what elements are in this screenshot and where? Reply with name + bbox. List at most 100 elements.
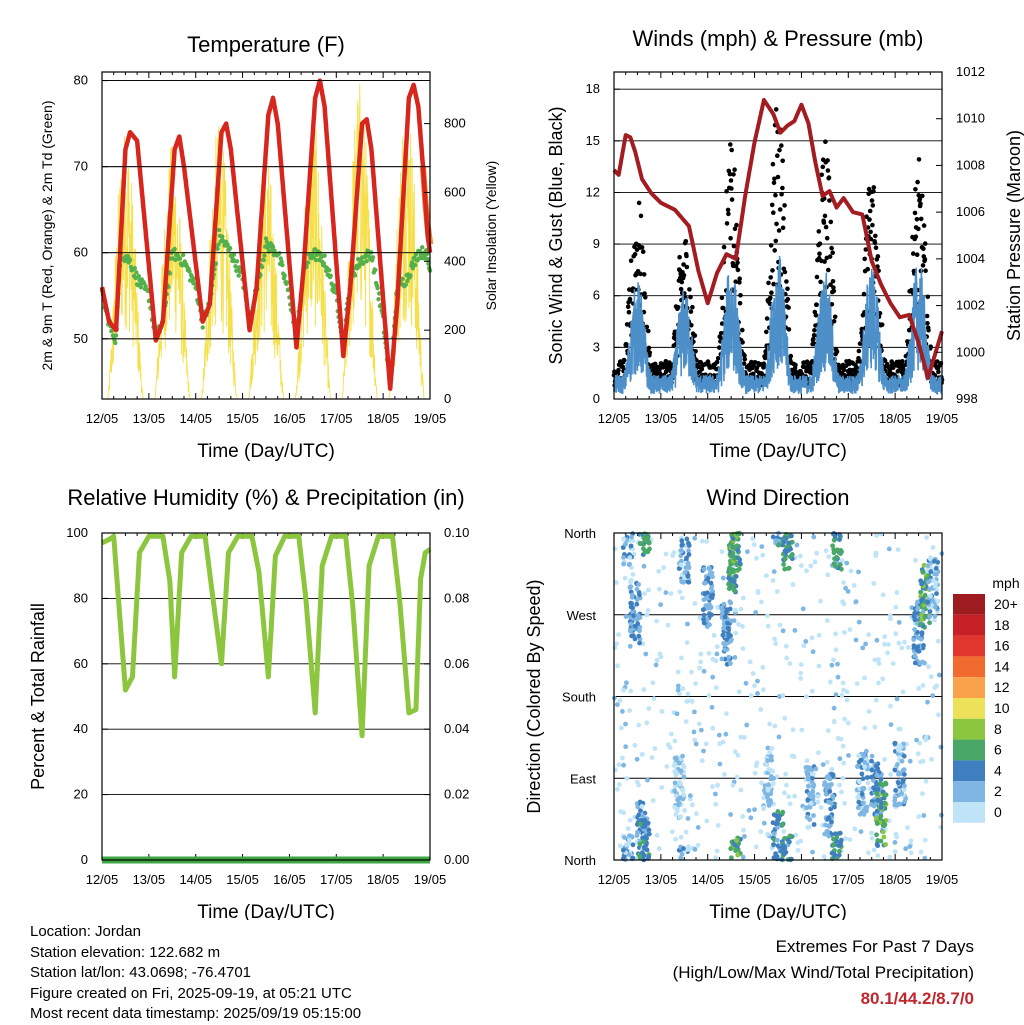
humidity-xtick-label: 14/05 — [179, 872, 212, 887]
gust-point — [914, 252, 920, 257]
direction-point — [710, 725, 716, 731]
direction-point — [840, 775, 846, 781]
direction-point — [907, 758, 913, 764]
direction-point — [646, 854, 652, 860]
gust-point — [781, 216, 786, 221]
direction-point — [844, 697, 850, 703]
dewpoint-point — [234, 259, 240, 264]
gust-point — [828, 219, 834, 225]
gust-point — [925, 294, 931, 300]
direction-point — [629, 834, 635, 839]
direction-point — [789, 552, 795, 557]
gust-point — [918, 201, 923, 207]
direction-point — [672, 784, 678, 790]
direction-point — [628, 584, 634, 590]
direction-point — [798, 662, 804, 667]
direction-point — [711, 632, 717, 638]
direction-point — [759, 780, 764, 786]
gust-point — [924, 313, 930, 319]
dewpoint-point — [413, 252, 419, 257]
direction-point — [874, 791, 880, 796]
gust-point — [728, 236, 733, 241]
direction-point — [692, 709, 697, 715]
speed-legend-swatch — [953, 656, 985, 678]
direction-point — [787, 801, 793, 807]
direction-point — [730, 550, 736, 556]
direction-point — [760, 687, 766, 693]
direction-point — [714, 644, 720, 650]
direction-point — [634, 756, 640, 762]
direction-point — [709, 595, 715, 600]
direction-point — [641, 852, 647, 858]
gust-point — [786, 327, 792, 332]
gust-point — [827, 198, 832, 203]
gust-point — [822, 259, 827, 264]
direction-point — [932, 613, 938, 619]
dewpoint-point — [167, 271, 173, 276]
gust-point — [780, 225, 786, 231]
gust-point — [832, 314, 838, 320]
direction-point — [862, 675, 867, 681]
direction-point — [634, 597, 640, 602]
direction-tick-label: South — [562, 690, 596, 705]
temperature-xtick-label: 12/05 — [86, 411, 119, 426]
solar-insolation-line — [388, 125, 425, 400]
dewpoint-point — [364, 259, 369, 264]
gust-point — [916, 226, 921, 232]
direction-point — [612, 645, 618, 651]
direction-point — [895, 746, 901, 752]
direction-point — [922, 855, 928, 861]
wind-ytick-label: 12 — [586, 184, 600, 199]
gust-point — [910, 251, 916, 256]
gust-point — [873, 245, 879, 250]
direction-point — [912, 617, 918, 623]
gust-point — [728, 142, 733, 147]
direction-point — [637, 855, 643, 860]
direction-point — [887, 854, 893, 860]
extremes-values: 80.1/44.2/8.7/0 — [860, 989, 974, 1008]
wind-ytick-label: 0 — [593, 391, 600, 406]
dewpoint-point — [284, 280, 290, 285]
direction-point — [730, 536, 736, 542]
direction-point — [826, 554, 832, 559]
direction-point — [771, 831, 777, 837]
direction-point — [876, 680, 881, 686]
direction-point — [713, 685, 719, 691]
direction-point — [826, 815, 832, 821]
speed-legend-swatch — [953, 698, 985, 719]
wind-ylabel-right: Station Pressure (Maroon) — [1004, 130, 1024, 341]
extremes-subtitle: (High/Low/Max Wind/Total Precipitation) — [672, 963, 974, 982]
direction-xtick-label: 19/05 — [926, 872, 959, 887]
direction-point — [765, 623, 771, 629]
direction-point — [902, 783, 907, 789]
direction-point — [857, 811, 863, 817]
direction-point — [627, 837, 632, 843]
direction-point — [771, 781, 776, 786]
dewpoint-point — [187, 269, 192, 274]
direction-point — [928, 593, 933, 599]
wind-xtick-label: 14/05 — [691, 411, 724, 426]
gust-point — [732, 167, 737, 172]
gust-point — [625, 304, 631, 310]
direction-point — [896, 640, 902, 646]
direction-point — [740, 646, 746, 651]
direction-point — [886, 642, 891, 647]
direction-point — [740, 814, 746, 819]
gust-point — [627, 296, 633, 302]
direction-point — [765, 613, 770, 619]
direction-point — [758, 829, 764, 834]
gust-point — [714, 359, 720, 365]
direction-point — [927, 620, 932, 626]
gust-point — [779, 191, 784, 197]
gust-point — [734, 222, 739, 228]
direction-point — [838, 551, 843, 556]
direction-point — [628, 577, 634, 583]
direction-point — [701, 612, 707, 618]
direction-point — [925, 699, 930, 705]
direction-title: Wind Direction — [706, 485, 849, 510]
direction-point — [897, 743, 903, 748]
direction-point — [860, 776, 866, 782]
gust-point — [780, 185, 785, 191]
direction-point — [635, 613, 641, 618]
gust-point — [799, 371, 805, 377]
